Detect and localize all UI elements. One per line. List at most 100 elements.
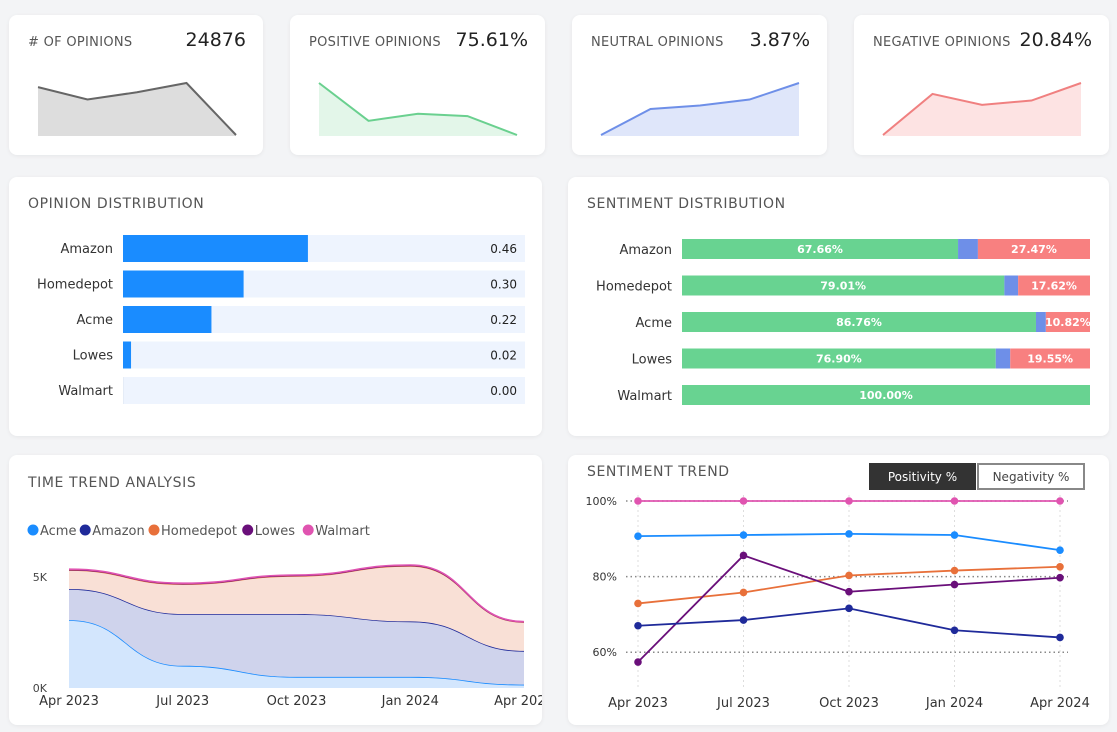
bar-track — [123, 341, 525, 369]
negativity-toggle[interactable]: Negativity % — [977, 463, 1085, 490]
positive-segment — [682, 312, 1036, 332]
bar-label: Homedepot — [37, 278, 113, 293]
line-amazon — [637, 607, 1061, 639]
kpi-title: # OF OPINIONS — [28, 35, 133, 50]
opinion-distribution-chart: Amazon 0.46 Homedepot 0.30 Acme 0.22 Lowes 0.02… — [37, 235, 525, 404]
point-lowes — [950, 580, 959, 589]
x-tick: Apr 2023 — [608, 696, 668, 711]
kpi-value: 20.84% — [1019, 29, 1092, 51]
y-tick: 5K — [33, 571, 48, 584]
negative-label: 19.55% — [1027, 353, 1073, 366]
panel-title: TIME TREND ANALYSIS — [28, 475, 197, 491]
sentiment-distribution-panel: SENTIMENT DISTRIBUTION Amazon 67.66% 27.47… — [568, 177, 1109, 436]
sparkline — [882, 82, 1082, 136]
sparkline-line — [37, 81, 237, 136]
bar-value: 0.22 — [490, 313, 517, 327]
neutral-segment — [995, 348, 1011, 369]
sparkline-line — [882, 82, 1082, 136]
positive-segment — [682, 275, 1005, 296]
legend-label: Amazon — [92, 524, 145, 539]
legend-label: Acme — [40, 524, 76, 539]
kpi-card: NEUTRAL OPINIONS 3.87% — [572, 15, 827, 155]
bar-value: 0.00 — [490, 384, 517, 398]
point-homedepot — [739, 588, 748, 597]
bar-label: Lowes — [73, 349, 114, 364]
positive-label: 100.00% — [859, 389, 912, 402]
negative-segment — [1010, 348, 1090, 369]
kpi-card: # OF OPINIONS 24876 — [9, 15, 263, 155]
bar-value: 0.46 — [490, 242, 517, 256]
point-acme — [739, 531, 748, 539]
bar-label: Acme — [77, 313, 113, 328]
point-lowes — [845, 587, 853, 596]
kpi-title: NEUTRAL OPINIONS — [591, 35, 724, 50]
bar-label: Lowes — [632, 353, 673, 368]
point-homedepot — [950, 566, 959, 575]
positive-segment — [682, 239, 959, 259]
legend-dot — [79, 524, 91, 536]
legend-dot — [242, 524, 254, 536]
negative-label: 17.62% — [1031, 280, 1077, 293]
point-walmart — [739, 497, 748, 505]
legend-dot — [302, 524, 314, 536]
point-amazon — [950, 626, 959, 635]
kpi-card: NEGATIVE OPINIONS 20.84% — [854, 15, 1109, 155]
y-tick: 0K — [33, 682, 48, 695]
positive-label: 67.66% — [797, 243, 843, 256]
bar-label: Amazon — [60, 242, 113, 257]
sparkline-area — [38, 83, 236, 136]
point-amazon — [739, 616, 748, 624]
positive-label: 76.90% — [816, 353, 862, 366]
area-homedepot — [69, 565, 524, 651]
bar-value: 0.02 — [490, 349, 517, 363]
point-walmart — [1056, 497, 1064, 505]
x-tick: Jan 2024 — [381, 694, 439, 709]
sparkline-line — [318, 82, 518, 136]
positivity-toggle[interactable]: Positivity % — [869, 463, 976, 490]
point-acme — [634, 532, 642, 540]
area-amazon — [69, 588, 524, 685]
x-tick: Jan 2024 — [925, 696, 983, 711]
neutral-segment — [958, 239, 978, 259]
x-tick: Apr 2024 — [494, 694, 542, 709]
point-acme — [1056, 546, 1064, 554]
point-amazon — [845, 604, 853, 613]
positive-segment — [682, 385, 1090, 405]
point-acme — [845, 530, 853, 538]
point-walmart — [950, 497, 959, 505]
negative-segment — [977, 239, 1090, 259]
panel-title: SENTIMENT TREND — [587, 464, 730, 480]
x-tick: Jul 2023 — [716, 696, 770, 711]
area-acme — [69, 620, 524, 688]
point-walmart — [845, 497, 853, 505]
kpi-title: POSITIVE OPINIONS — [309, 35, 441, 50]
kpi-value: 3.87% — [749, 29, 810, 51]
point-homedepot — [1056, 562, 1064, 571]
positive-label: 86.76% — [836, 316, 882, 329]
bar-label: Homedepot — [596, 280, 672, 295]
point-homedepot — [845, 571, 853, 580]
kpi-card: POSITIVE OPINIONS 75.61% — [290, 15, 545, 155]
y-tick: 80% — [593, 571, 617, 584]
x-tick: Jul 2023 — [155, 694, 209, 709]
point-acme — [950, 531, 959, 539]
x-tick: Oct 2023 — [267, 694, 327, 709]
time-trend-panel: TIME TREND ANALYSIS Acme Amazon Homedepot L… — [9, 455, 542, 725]
negative-segment — [1045, 312, 1090, 332]
bar — [123, 377, 124, 404]
neutral-segment — [1004, 275, 1019, 296]
legend-dot — [27, 524, 39, 536]
point-lowes — [634, 658, 642, 666]
point-amazon — [1056, 633, 1064, 642]
kpi-value: 75.61% — [455, 29, 528, 51]
point-amazon — [634, 621, 642, 630]
sparkline — [318, 82, 518, 136]
negative-segment — [1018, 275, 1090, 296]
kpi-title: NEGATIVE OPINIONS — [873, 35, 1011, 50]
sentiment-distribution-chart: Amazon 67.66% 27.47% Homedepot 79.01% 17.62% A… — [596, 239, 1091, 405]
bar — [123, 270, 244, 298]
sparkline — [600, 82, 800, 136]
bar — [123, 341, 132, 369]
positive-segment — [682, 348, 996, 369]
legend-dot — [148, 524, 160, 536]
